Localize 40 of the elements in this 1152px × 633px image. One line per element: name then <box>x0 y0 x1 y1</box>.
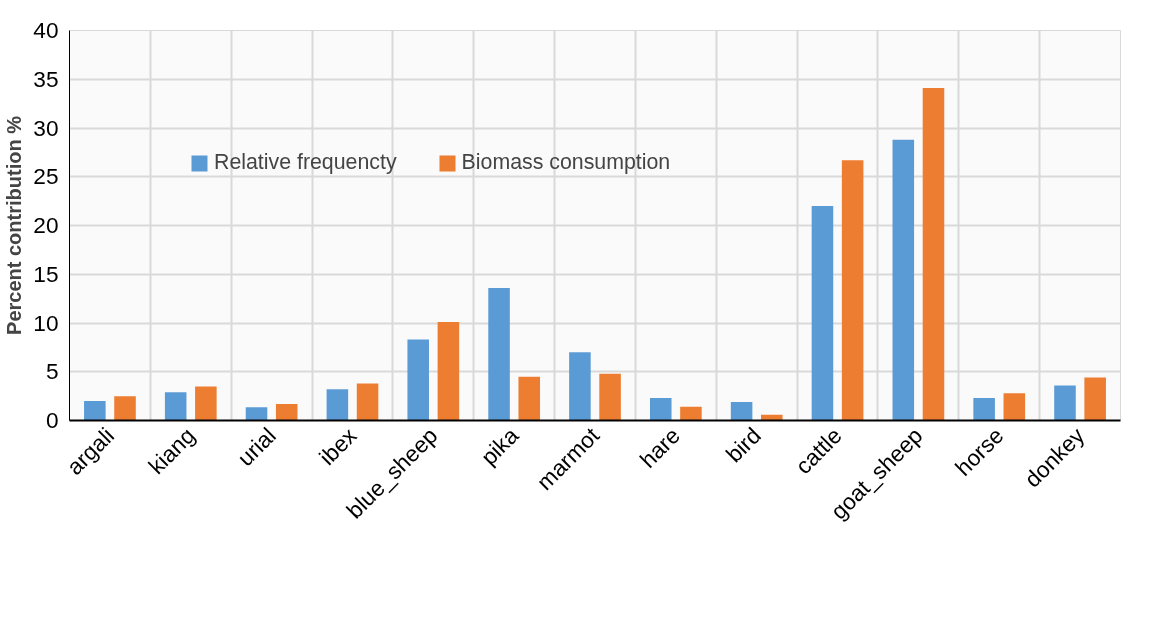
bar <box>1003 393 1026 421</box>
bar <box>973 398 995 421</box>
bar <box>164 392 187 421</box>
y-tick-label: 40 <box>33 17 59 43</box>
bar <box>326 389 349 421</box>
y-tick-label: 25 <box>33 163 59 190</box>
bar <box>599 373 621 421</box>
y-tick-label: 35 <box>33 65 59 92</box>
legend-label: Relative frequencty <box>214 150 397 175</box>
bar <box>518 376 541 421</box>
y-tick-label: 15 <box>33 260 59 287</box>
y-tick-label: 10 <box>33 309 59 336</box>
bar <box>730 401 753 421</box>
bar <box>680 406 702 421</box>
bar <box>841 160 864 421</box>
bar <box>407 339 429 421</box>
bar <box>569 352 591 421</box>
y-axis-title: Percent contribution % <box>3 115 26 335</box>
bar <box>811 206 834 421</box>
legend-label: Biomass consumption <box>461 150 671 175</box>
y-tick-label: 0 <box>45 407 59 433</box>
bar <box>356 383 379 421</box>
bar <box>922 88 945 421</box>
bar <box>84 401 106 421</box>
bar <box>488 287 510 421</box>
y-tick-label: 20 <box>33 212 59 238</box>
y-tick-label: 30 <box>33 114 59 141</box>
bar <box>195 386 217 421</box>
x-tick-label: pika <box>475 422 524 471</box>
bar <box>437 322 460 421</box>
bar <box>114 396 136 421</box>
y-tick-label: 5 <box>45 358 59 385</box>
bar <box>892 139 915 421</box>
bar <box>649 398 672 421</box>
bar <box>245 407 268 421</box>
bar <box>275 403 298 421</box>
bar <box>1084 377 1106 421</box>
x-tick-label: bird <box>720 422 766 468</box>
bar <box>1054 385 1076 421</box>
x-tick-label: hare <box>634 422 686 473</box>
